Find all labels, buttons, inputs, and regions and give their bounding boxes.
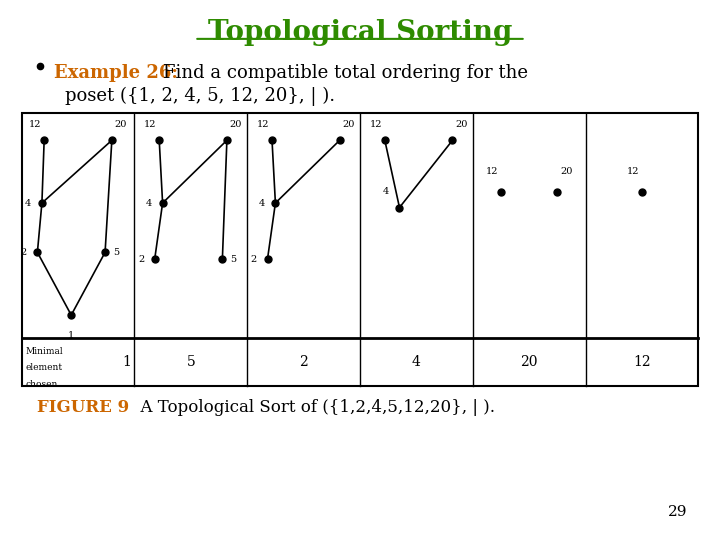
Text: 12: 12 xyxy=(633,355,651,369)
Text: 2: 2 xyxy=(138,254,144,264)
Text: 4: 4 xyxy=(258,199,265,207)
Bar xyxy=(22,113,698,386)
Text: 20: 20 xyxy=(114,120,127,129)
Text: 1: 1 xyxy=(68,331,74,340)
Text: Example 26:: Example 26: xyxy=(54,64,178,82)
Text: 12: 12 xyxy=(144,120,156,129)
Text: chosen: chosen xyxy=(25,380,58,389)
Text: 12: 12 xyxy=(486,167,498,176)
Text: 20: 20 xyxy=(560,167,572,176)
Text: Minimal: Minimal xyxy=(25,347,63,356)
Text: 20: 20 xyxy=(521,355,538,369)
Text: poset ({1, 2, 4, 5, 12, 20}, | ).: poset ({1, 2, 4, 5, 12, 20}, | ). xyxy=(65,86,335,106)
Text: 2: 2 xyxy=(21,248,27,257)
Text: 5: 5 xyxy=(230,254,237,264)
Text: 4: 4 xyxy=(383,187,389,197)
Text: 2: 2 xyxy=(300,355,308,369)
Text: 1: 1 xyxy=(123,355,132,369)
Text: 29: 29 xyxy=(668,505,688,519)
Text: 12: 12 xyxy=(257,120,269,129)
Text: 12: 12 xyxy=(369,120,382,129)
Text: A Topological Sort of ({1,2,4,5,12,20}, | ).: A Topological Sort of ({1,2,4,5,12,20}, … xyxy=(130,399,495,415)
Text: 20: 20 xyxy=(455,120,468,129)
Text: 12: 12 xyxy=(626,167,639,176)
Text: Find a compatible total ordering for the: Find a compatible total ordering for the xyxy=(163,64,528,82)
Text: FIGURE 9: FIGURE 9 xyxy=(37,399,130,415)
Text: 4: 4 xyxy=(146,199,152,207)
Text: element: element xyxy=(25,363,63,373)
Text: 12: 12 xyxy=(29,120,41,129)
Text: 4: 4 xyxy=(25,199,32,207)
Text: 4: 4 xyxy=(412,355,420,369)
Text: 20: 20 xyxy=(230,120,242,129)
Text: Topological Sorting: Topological Sorting xyxy=(208,19,512,46)
Text: 2: 2 xyxy=(251,254,257,264)
Text: 20: 20 xyxy=(343,120,355,129)
Text: 5: 5 xyxy=(113,248,120,257)
Text: 5: 5 xyxy=(186,355,195,369)
